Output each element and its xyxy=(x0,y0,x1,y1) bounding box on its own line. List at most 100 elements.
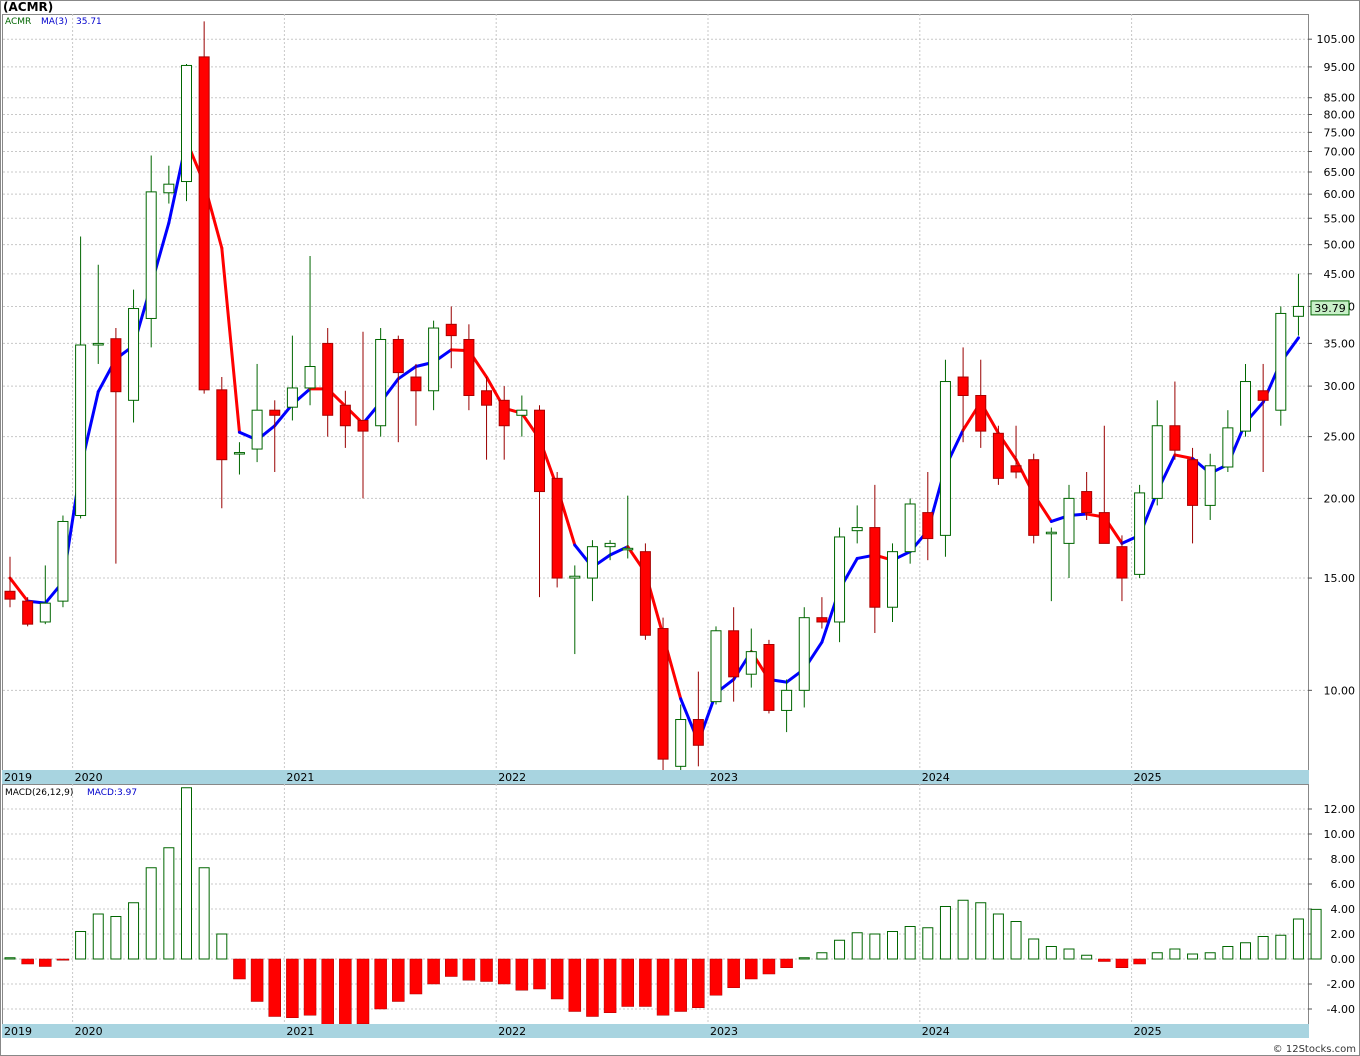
candle xyxy=(75,236,87,519)
candle-body-up xyxy=(286,387,298,408)
candle xyxy=(551,471,563,588)
price-y-axis: 10.0015.0020.0025.0030.0035.0040.0045.00… xyxy=(1308,33,1355,697)
candle-body-up xyxy=(1292,305,1304,317)
x-axis-year-label: 2019 xyxy=(4,771,32,784)
candle-body-up xyxy=(516,409,528,416)
candle xyxy=(304,255,316,406)
candle-body-down xyxy=(728,630,740,678)
candle xyxy=(22,597,34,627)
ma-segment xyxy=(273,402,294,428)
macd-value: MACD:3.97 xyxy=(87,788,137,798)
price-tick-label: 15.00 xyxy=(1324,572,1356,585)
candle xyxy=(569,565,581,655)
macd-bar-positive xyxy=(957,899,969,960)
price-tick-label: 105.00 xyxy=(1317,33,1356,46)
candle xyxy=(428,320,440,411)
candle-body-down xyxy=(551,477,563,579)
macd-bar-negative xyxy=(745,958,758,980)
macd-bar-positive xyxy=(1151,952,1163,960)
macd-bar-positive xyxy=(75,931,87,960)
candle xyxy=(1028,453,1040,544)
price-tick-label: 25.00 xyxy=(1324,431,1356,444)
macd-bar-negative xyxy=(374,958,387,1010)
candle xyxy=(586,540,598,602)
macd-bar-negative xyxy=(250,958,264,1002)
candle xyxy=(233,442,245,475)
macd-y-axis: -4.00 -2.00 0.00 2.00 4.00 6.00 8.00 10.00 12.00 xyxy=(1308,803,1355,1016)
candle-body-down xyxy=(498,399,510,427)
candle xyxy=(922,471,934,561)
candle xyxy=(1151,400,1163,506)
candle-body-down xyxy=(445,323,457,337)
macd-bar-positive xyxy=(1204,952,1216,960)
x-axis-year-label: 2021 xyxy=(286,771,314,784)
macd-tick-label: 2.00 xyxy=(1331,928,1356,941)
candle-body-up xyxy=(92,342,104,346)
candle xyxy=(445,306,457,369)
x-axis-year-label: 2023 xyxy=(710,771,738,784)
macd-bar-negative xyxy=(303,958,317,1016)
macd-bar-negative xyxy=(1133,958,1146,965)
macd-tick-label: 0.00 xyxy=(1331,953,1356,966)
candle-body-up xyxy=(1240,381,1251,432)
macd-bar-negative xyxy=(321,958,334,1026)
candle-body-down xyxy=(1081,491,1093,514)
macd-tick-label: 4.00 xyxy=(1331,903,1356,916)
candle-body-down xyxy=(692,719,704,746)
macd-x-axis-year-label: 2022 xyxy=(498,1025,526,1038)
candle xyxy=(834,527,846,643)
macd-bar-negative xyxy=(656,958,670,1016)
candle-body-up xyxy=(145,191,157,319)
macd-bar-negative xyxy=(550,958,564,1000)
x-axis-year-label: 2022 xyxy=(498,771,526,784)
macd-x-axis-year-label: 2019 xyxy=(4,1025,32,1038)
candle-body-up xyxy=(622,547,634,551)
candle xyxy=(992,425,1004,485)
candle xyxy=(110,328,122,564)
candle xyxy=(251,363,263,463)
candle xyxy=(1275,306,1287,426)
candle xyxy=(957,347,969,443)
candle xyxy=(198,21,210,394)
ma-segment xyxy=(220,246,241,434)
candle-body-up xyxy=(586,546,598,579)
candle xyxy=(728,607,740,702)
macd-tick-label: 8.00 xyxy=(1331,853,1356,866)
macd-bar-negative xyxy=(339,958,352,1026)
candle xyxy=(128,289,140,423)
macd-bar-positive xyxy=(198,867,210,960)
ma-segment xyxy=(1173,453,1195,460)
candle-body-down xyxy=(1257,390,1269,401)
macd-tick-label: 10.00 xyxy=(1324,828,1356,841)
candle xyxy=(57,515,69,608)
candle-body-down xyxy=(410,376,422,392)
macd-bar-negative xyxy=(639,958,652,1007)
candle-body-down xyxy=(110,338,122,393)
candle-body-up xyxy=(675,719,687,767)
macd-bar-positive xyxy=(834,939,846,960)
candle xyxy=(869,484,881,634)
candle xyxy=(939,359,951,557)
ma-value: 35.71 xyxy=(76,17,102,27)
macd-x-axis-year-label: 2023 xyxy=(710,1025,738,1038)
candle-body-up xyxy=(887,551,898,608)
macd-x-axis-year-label: 2025 xyxy=(1134,1025,1162,1038)
candle-body-up xyxy=(834,536,846,623)
macd-bar-negative xyxy=(497,958,511,985)
macd-tick-label: 6.00 xyxy=(1331,878,1356,891)
macd-bar-positive xyxy=(1010,921,1022,960)
macd-panel: -4.00 -2.00 0.00 2.00 4.00 6.00 8.00 10.00 12.00… xyxy=(2,784,1355,1026)
macd-bar-negative xyxy=(286,958,299,1018)
candle xyxy=(1134,484,1146,579)
candle xyxy=(481,377,493,460)
candle-body-down xyxy=(22,600,34,625)
candle-body-down xyxy=(1028,459,1040,536)
macd-x-axis-band xyxy=(2,1024,1309,1038)
candle-body-up xyxy=(1151,425,1163,499)
candle-body-down xyxy=(763,644,775,711)
macd-bar-positive xyxy=(922,927,934,960)
macd-bar-negative xyxy=(268,958,281,1017)
candle xyxy=(657,617,669,782)
macd-x-axis-year-label: 2024 xyxy=(922,1025,950,1038)
last-price-tag: 39.79 xyxy=(1310,300,1350,316)
